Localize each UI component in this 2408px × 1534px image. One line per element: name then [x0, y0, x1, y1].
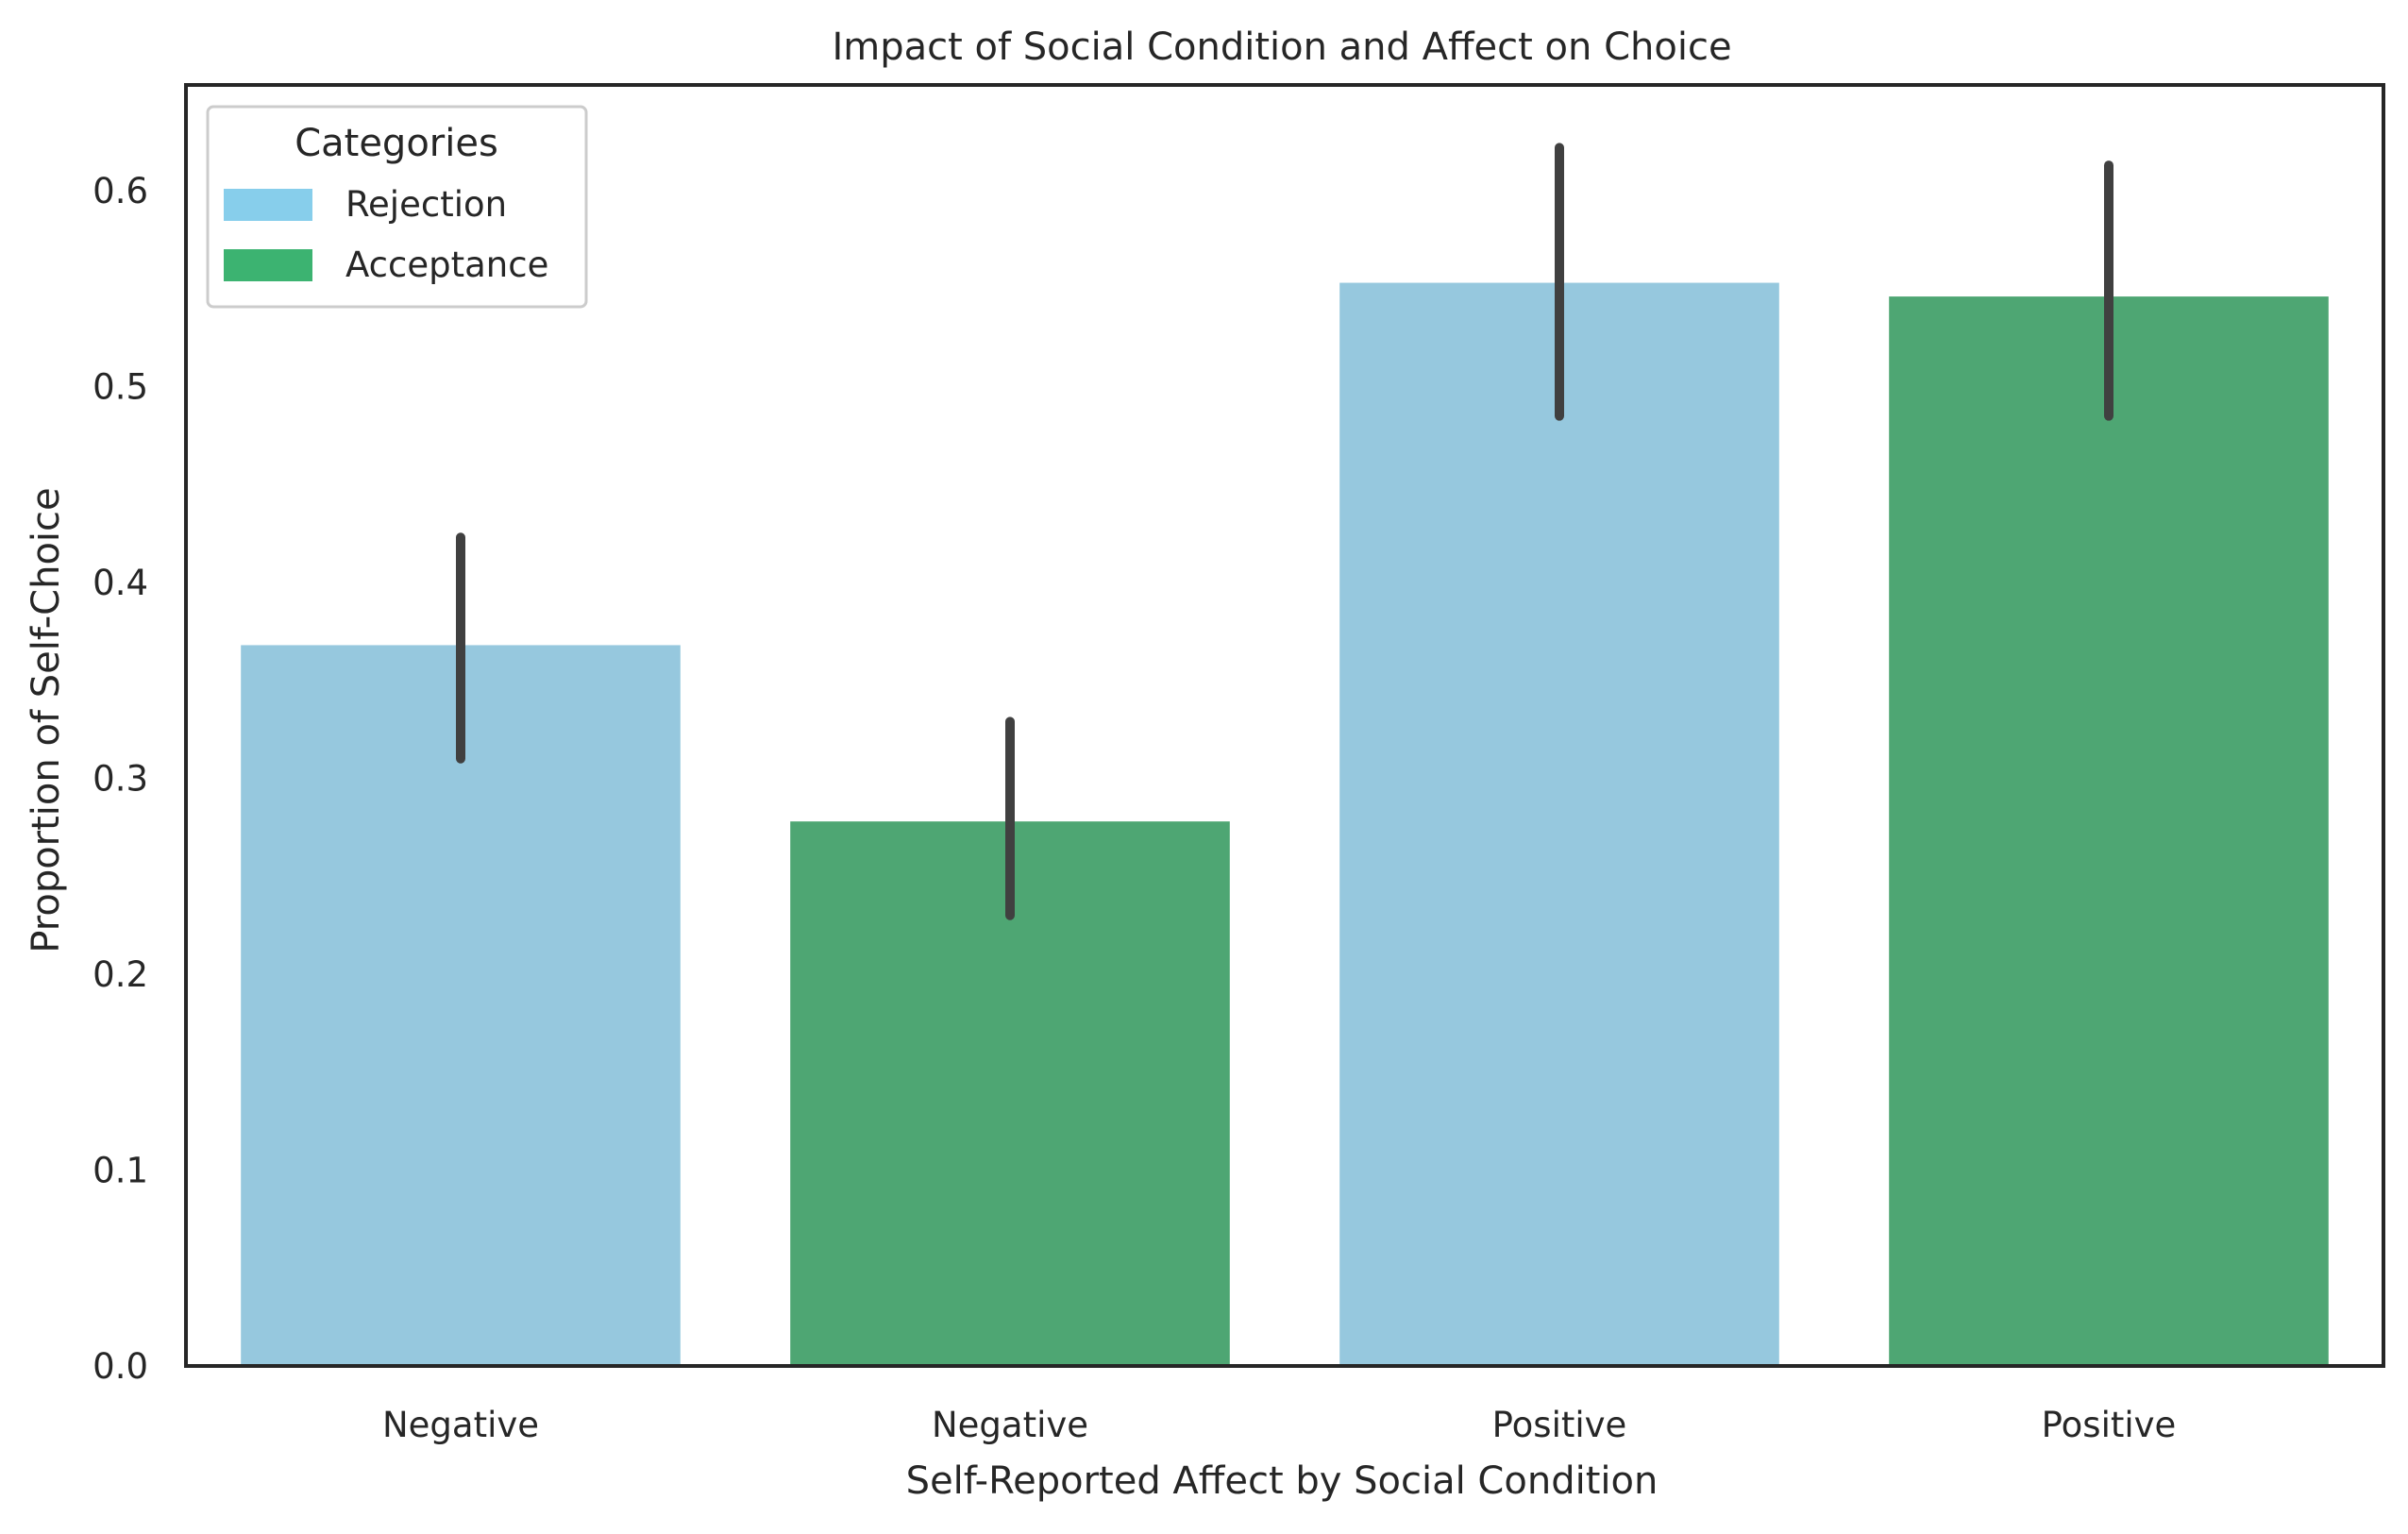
y-tick-label-2: 0.1 — [93, 1151, 148, 1191]
bar-3 — [1339, 282, 1779, 1367]
legend-title: Categories — [295, 122, 498, 165]
y-tick-label-3: 0.2 — [93, 954, 148, 995]
y-axis-ticks: 0.0 0.1 0.2 0.3 0.4 0.5 0.6 — [93, 171, 148, 1387]
error-bars-layer — [456, 143, 2113, 920]
plot-frame — [184, 83, 2385, 1368]
legend-swatch-rejection — [224, 189, 312, 221]
y-tick-label-1: 0.0 — [93, 1346, 148, 1387]
x-tick-label-2: Negative — [932, 1405, 1088, 1445]
legend: Categories Rejection Acceptance — [206, 105, 588, 309]
bars-layer — [241, 282, 2329, 1367]
chart-title: Impact of Social Condition and Affect on… — [832, 25, 1731, 69]
x-axis-ticks: Negative Negative Positive Positive — [382, 1405, 2176, 1445]
x-tick-label-3: Positive — [1492, 1405, 1627, 1445]
bar-1 — [241, 645, 681, 1366]
legend-swatch-acceptance — [224, 249, 312, 281]
y-tick-label-7: 0.6 — [93, 171, 148, 211]
y-tick-label-4: 0.3 — [93, 759, 148, 800]
y-tick-label-6: 0.5 — [93, 367, 148, 408]
bar-4 — [1889, 296, 2329, 1366]
legend-label-rejection: Rejection — [345, 184, 507, 225]
x-tick-label-4: Positive — [2042, 1405, 2177, 1445]
y-axis-label: Proportion of Self-Choice — [25, 487, 68, 952]
x-tick-label-1: Negative — [382, 1405, 539, 1445]
legend-label-acceptance: Acceptance — [345, 244, 548, 285]
y-tick-label-5: 0.4 — [93, 563, 148, 603]
x-axis-label: Self-Reported Affect by Social Condition — [906, 1459, 1659, 1503]
